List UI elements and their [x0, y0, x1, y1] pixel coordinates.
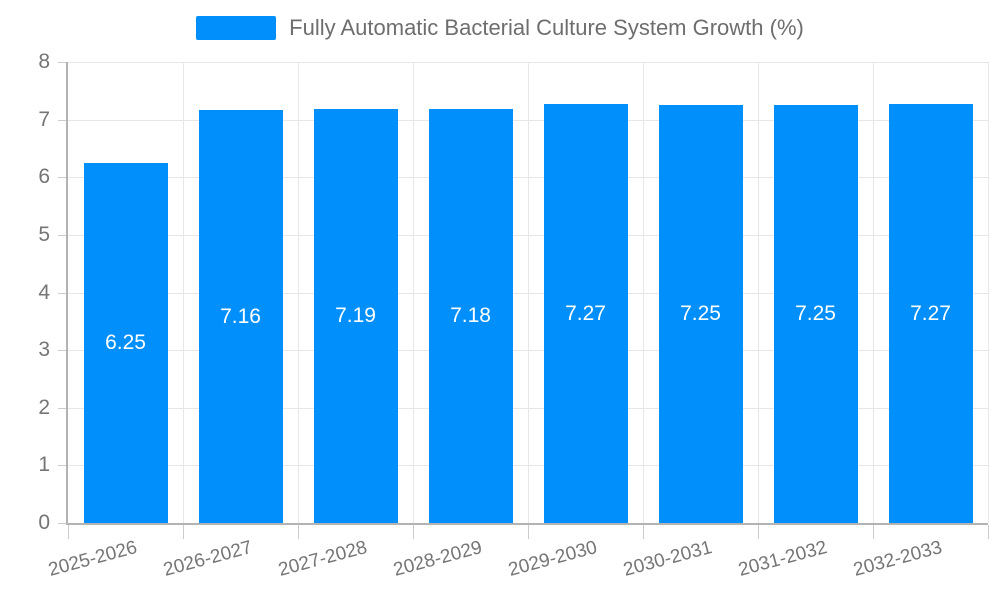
y-tick-mark [58, 407, 66, 409]
plot-area: 0 1 2 3 4 5 6 7 8 6.25 7.16 7.19 7.18 7.27 7.25 7.25 7.2… [38, 50, 989, 581]
bar-value-label: 7.27 [565, 301, 606, 325]
bar[interactable] [313, 108, 398, 523]
x-tick-mark [988, 525, 989, 539]
legend-label: Fully Automatic Bacterial Culture System… [289, 15, 804, 40]
bar[interactable] [428, 109, 513, 523]
x-gridline [758, 62, 759, 523]
y-axis-tick-label: 8 [38, 50, 50, 73]
y-axis-tick-label: 4 [38, 280, 50, 304]
bar[interactable] [888, 104, 973, 523]
x-gridline [298, 62, 299, 523]
x-gridline [643, 62, 644, 523]
bar[interactable] [83, 162, 168, 523]
bar-value-label: 7.16 [220, 304, 261, 328]
y-tick-mark [58, 523, 66, 524]
x-axis-line [66, 523, 988, 525]
y-axis-tick-label: 5 [38, 222, 50, 246]
y-tick-mark [58, 177, 66, 179]
y-tick-mark [58, 62, 66, 63]
y-axis-tick-label: 7 [38, 107, 50, 131]
x-gridline [988, 62, 989, 523]
y-tick-mark [58, 119, 66, 121]
x-tick-mark [413, 525, 414, 539]
y-axis-tick-label: 3 [38, 338, 50, 362]
bar[interactable] [773, 105, 858, 523]
y-tick-mark [58, 350, 66, 352]
bar-value-label: 7.19 [335, 303, 376, 327]
bar-value-label: 7.18 [450, 304, 491, 328]
bar-value-label: 7.25 [795, 302, 836, 326]
x-tick-mark [298, 525, 299, 539]
y-axis-tick-label: 0 [38, 511, 50, 534]
y-axis-tick-label: 2 [38, 395, 50, 419]
y-axis-line [66, 62, 68, 523]
x-tick-mark [183, 525, 184, 539]
legend-item[interactable]: Fully Automatic Bacterial Culture System… [196, 16, 804, 40]
x-tick-mark [528, 525, 529, 539]
x-gridline [528, 62, 529, 523]
bar[interactable] [543, 104, 628, 523]
bar[interactable] [658, 105, 743, 523]
x-tick-mark [758, 525, 759, 539]
x-tick-mark [68, 525, 69, 539]
legend: Fully Automatic Bacterial Culture System… [0, 16, 1000, 40]
bar-value-label: 7.25 [680, 302, 721, 326]
x-tick-mark [873, 525, 874, 539]
legend-swatch-icon [196, 16, 277, 40]
x-tick-mark [643, 525, 644, 539]
y-tick-mark [58, 292, 66, 294]
x-gridline [413, 62, 414, 523]
x-gridline [183, 62, 184, 523]
x-gridline [873, 62, 874, 523]
y-axis-tick-label: 1 [38, 453, 50, 477]
bar[interactable] [198, 110, 283, 523]
y-tick-mark [58, 465, 66, 467]
y-tick-mark [58, 234, 66, 236]
bar-value-label: 7.27 [910, 301, 951, 325]
bar-value-label: 6.25 [105, 330, 146, 354]
y-axis-tick-label: 6 [38, 165, 50, 189]
